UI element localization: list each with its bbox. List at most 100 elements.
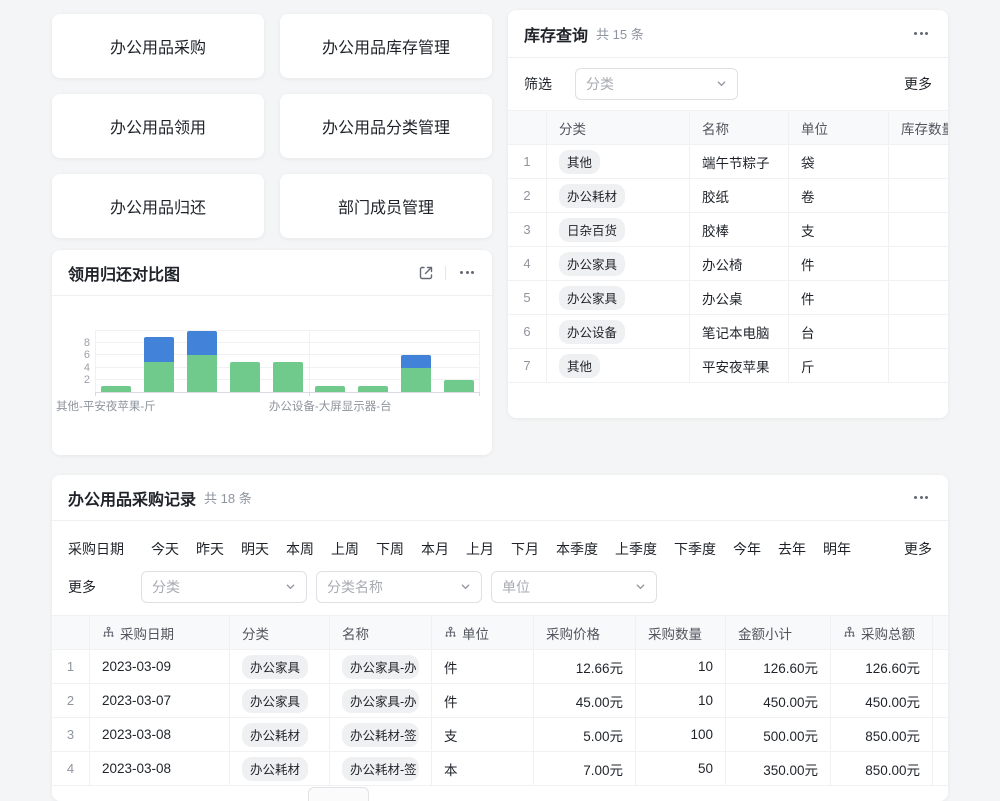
table-cell: 胶纸	[690, 179, 789, 212]
table-row[interactable]: 1 其他 端午节粽子袋	[508, 145, 948, 179]
date-filter-option[interactable]: 去年	[778, 541, 806, 557]
table-cell: 50	[636, 752, 726, 785]
filter-dropdown[interactable]: 单位	[491, 571, 657, 603]
date-filter-more-link[interactable]: 更多	[904, 541, 932, 557]
table-cell: 126.60元	[831, 650, 933, 683]
filter-dropdown[interactable]: 分类名称	[316, 571, 482, 603]
bar[interactable]	[101, 385, 132, 392]
more-horizontal-icon[interactable]	[456, 267, 478, 278]
table-row[interactable]: 7 其他 平安夜苹果斤	[508, 349, 948, 383]
more-horizontal-icon[interactable]	[910, 492, 932, 503]
filter-dropdown[interactable]: 分类	[141, 571, 307, 603]
bar[interactable]	[400, 355, 431, 392]
date-filter-option[interactable]: 本季度	[556, 541, 598, 557]
date-filter-option[interactable]: 今天	[151, 541, 179, 557]
table-cell: 450.00元	[831, 684, 933, 717]
date-filter-option[interactable]: 上季度	[615, 541, 657, 557]
panel-title: 办公用品采购记录	[68, 491, 197, 509]
export-icon[interactable]	[417, 264, 435, 282]
date-filter-option[interactable]: 上月	[466, 541, 494, 557]
table-cell: 办公耗材	[547, 179, 690, 212]
table-cell	[933, 650, 948, 683]
table-row[interactable]: 5 办公家具 办公桌件	[508, 281, 948, 315]
bar[interactable]	[144, 337, 175, 392]
date-filter-option[interactable]: 下月	[511, 541, 539, 557]
bar[interactable]	[272, 361, 303, 392]
column-header: 库存数量	[889, 111, 948, 144]
table-cell: 平安夜苹果	[690, 349, 789, 382]
table-cell: 2023-03-09	[90, 650, 230, 683]
table-cell: 办公设备	[547, 315, 690, 348]
gridline	[95, 331, 96, 392]
date-filter-option[interactable]: 本月	[421, 541, 449, 557]
more-filters-link[interactable]: 更多	[904, 76, 932, 92]
back-button[interactable]: 返回	[308, 787, 369, 801]
table-cell: 450.00元	[726, 684, 831, 717]
category-tag: 办公设备	[559, 319, 626, 344]
column-header: 采购总额	[831, 616, 933, 649]
table-cell: 45.00元	[534, 684, 636, 717]
table-row[interactable]: 6 办公设备 笔记本电脑台	[508, 315, 948, 349]
records-table: 采购日期 分类 名称 单位 采购价格 采购数量 金额小计 采购总额 1 2023-03-09 办公家…	[52, 615, 948, 786]
bar[interactable]	[443, 379, 474, 392]
column-header-label: 库存数量	[901, 121, 948, 137]
quick-action-button[interactable]: 办公用品归还	[52, 174, 264, 238]
quick-action-button[interactable]: 办公用品采购	[52, 14, 264, 78]
more-filters-label: 更多	[68, 579, 96, 595]
bar[interactable]	[229, 361, 260, 392]
category-tag: 办公家具	[559, 285, 626, 310]
x-axis-label: 办公设备-大屏显示器-台	[268, 401, 392, 413]
table-cell	[933, 752, 948, 785]
dropdown-placeholder: 分类	[586, 76, 614, 92]
category-tag: 办公耗材	[242, 722, 309, 747]
table-cell: 端午节粽子	[690, 145, 789, 178]
date-filter-option[interactable]: 明天	[241, 541, 269, 557]
date-filter-option[interactable]: 下周	[376, 541, 404, 557]
date-filter-option[interactable]: 上周	[331, 541, 359, 557]
table-cell: 办公家具-办	[330, 650, 432, 683]
table-cell: 4	[52, 752, 90, 785]
table-cell: 500.00元	[726, 718, 831, 751]
chart-panel-header: 领用归还对比图	[52, 250, 492, 296]
category-filter-dropdown[interactable]: 分类	[575, 68, 738, 100]
table-row[interactable]: 2 办公耗材 胶纸卷	[508, 179, 948, 213]
quick-action-button[interactable]: 办公用品分类管理	[280, 94, 492, 158]
date-filter-option[interactable]: 本周	[286, 541, 314, 557]
table-cell: 2023-03-07	[90, 684, 230, 717]
category-tag: 办公耗材	[559, 183, 626, 208]
table-row[interactable]: 3 2023-03-08 办公耗材 办公耗材-签支 5.00元 100 500.00元 850…	[52, 718, 948, 752]
table-header-row: 分类 名称 单位 库存数量	[508, 111, 948, 145]
quick-action-button[interactable]: 部门成员管理	[280, 174, 492, 238]
table-row[interactable]: 4 办公家具 办公椅件	[508, 247, 948, 281]
bar[interactable]	[315, 385, 346, 392]
bar[interactable]	[358, 385, 389, 392]
date-filter-option[interactable]: 下季度	[674, 541, 716, 557]
table-row[interactable]: 2 2023-03-07 办公家具 办公家具-办件 45.00元 10 450.00元 450…	[52, 684, 948, 718]
more-horizontal-icon[interactable]	[910, 28, 932, 39]
quick-action-button[interactable]: 办公用品领用	[52, 94, 264, 158]
y-axis-tick-label: 4	[83, 361, 90, 374]
date-filter-option[interactable]: 今年	[733, 541, 761, 557]
table-cell: 1	[52, 650, 90, 683]
table-cell: 办公耗材	[230, 752, 330, 785]
table-row[interactable]: 3 日杂百货 胶棒支	[508, 213, 948, 247]
table-cell: 126.60元	[726, 650, 831, 683]
category-tag: 办公耗材-签	[342, 756, 419, 781]
quick-action-button[interactable]: 办公用品库存管理	[280, 14, 492, 78]
column-header-label: 单位	[462, 626, 489, 642]
table-cell	[889, 349, 948, 382]
table-cell: 本	[432, 752, 534, 785]
bar-segment-green	[400, 367, 431, 392]
table-row[interactable]: 1 2023-03-09 办公家具 办公家具-办件 12.66元 10 126.60元 126…	[52, 650, 948, 684]
date-filter-option[interactable]: 昨天	[196, 541, 224, 557]
bar-segment-green	[186, 355, 217, 392]
bar[interactable]	[186, 331, 217, 392]
table-cell: 支	[432, 718, 534, 751]
table-cell: 办公耗材-签	[330, 752, 432, 785]
date-filter-option[interactable]: 明年	[823, 541, 851, 557]
column-header: 分类	[547, 111, 690, 144]
extra-filter-bar: 更多 分类 分类名称 单位	[68, 571, 932, 603]
table-row[interactable]: 4 2023-03-08 办公耗材 办公耗材-签本 7.00元 50 350.00元 850.…	[52, 752, 948, 786]
